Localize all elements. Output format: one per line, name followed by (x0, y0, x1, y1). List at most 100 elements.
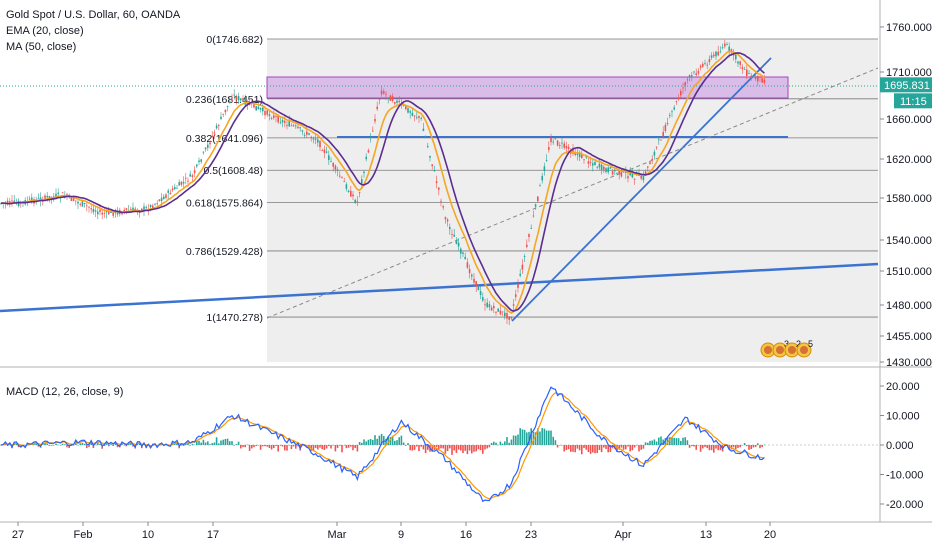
macd-histogram-bar (693, 445, 695, 447)
candle-body (176, 187, 178, 189)
macd-histogram-bar (682, 437, 684, 445)
macd-histogram-bar (464, 445, 466, 451)
macd-histogram-bar (578, 445, 581, 451)
trend-lines[interactable] (0, 57, 879, 322)
macd-histogram-bar (651, 440, 653, 445)
macd-histogram-bar (675, 438, 678, 445)
candle-body (501, 311, 504, 313)
candle-body (457, 242, 460, 247)
candle-body (488, 304, 491, 308)
dashed-trendline[interactable] (266, 67, 879, 319)
macd-histogram-bar (552, 436, 554, 445)
candle-body (440, 200, 442, 202)
macd-histogram-bar (537, 428, 539, 445)
candle-body (741, 67, 744, 70)
candle-body (213, 132, 216, 134)
macd-histogram-bar (763, 444, 766, 446)
macd-histogram-bar (270, 445, 273, 450)
candle-body (215, 125, 218, 129)
macd-histogram-bar (90, 442, 92, 445)
candle-body (471, 274, 473, 277)
candle-body (728, 46, 730, 52)
ma-legend[interactable]: MA (50, close) (6, 41, 77, 53)
time-tick-label: 10 (142, 529, 154, 541)
macd-histogram-bar (64, 444, 66, 445)
macd-histogram-bar (490, 442, 493, 445)
candle-body (46, 195, 48, 198)
macd-histogram-bar (72, 445, 75, 446)
candle-body (376, 106, 378, 110)
macd-histogram-bar (565, 445, 568, 451)
macd-histogram-bar (262, 445, 264, 447)
macd-line (0, 386, 765, 503)
ema-legend[interactable]: EMA (20, close) (6, 25, 84, 37)
candle-body (185, 177, 187, 179)
uptrend-line[interactable] (511, 57, 772, 322)
macd-histogram-bar (394, 440, 396, 445)
macd-legend[interactable]: MACD (12, 26, close, 9) (6, 386, 124, 398)
macd-histogram-bar (627, 445, 629, 447)
candle-body (189, 174, 191, 177)
candle-body (495, 311, 497, 313)
candle-body (306, 131, 308, 135)
macd-histogram-bar (545, 430, 548, 445)
candle-body (77, 201, 79, 204)
candle-body (365, 156, 367, 160)
resistance-zone-box[interactable] (266, 76, 789, 99)
macd-histogram-bar (317, 445, 319, 450)
macd-histogram-bar (55, 443, 57, 445)
candle-body (391, 96, 394, 102)
time-tick-label: 17 (207, 529, 219, 541)
candle-body (534, 204, 537, 207)
candle-body (561, 142, 563, 144)
time-tick-label: Feb (74, 529, 93, 541)
macd-histogram-bar (332, 445, 334, 446)
macd-histogram-bar (229, 441, 231, 445)
candle-body (422, 128, 425, 132)
candle-body (13, 200, 15, 203)
candle-body (631, 172, 634, 178)
candle-body (677, 98, 680, 100)
macd-histogram-bar (512, 435, 515, 445)
candle-body (134, 208, 136, 211)
candle-body (675, 101, 678, 103)
candle-body (618, 170, 620, 175)
macd-histogram-bar (50, 445, 53, 446)
candle-body (688, 75, 691, 78)
long-trendline[interactable] (0, 262, 879, 313)
candle-body (642, 175, 645, 181)
candle-body (739, 61, 741, 65)
candle-body (158, 199, 161, 201)
candle-body (383, 91, 385, 94)
event-badge-count: 3 (784, 339, 789, 349)
candle-body (196, 164, 198, 167)
macd-histogram-bar (130, 442, 132, 445)
macd-histogram-bar (237, 441, 240, 445)
macd-histogram-bar (677, 438, 680, 445)
candle-body (512, 304, 515, 306)
resistance-zone[interactable] (266, 76, 789, 99)
macd-histogram-bar (374, 435, 376, 445)
candle-body (614, 169, 616, 172)
candle-body (174, 187, 176, 190)
candle-body (715, 51, 717, 57)
macd-histogram-bar (240, 445, 242, 449)
candle-body (673, 107, 675, 110)
candle-body (633, 178, 636, 180)
macd-histogram-bar (636, 445, 638, 446)
candle-body (323, 149, 326, 153)
candle-body (389, 95, 392, 101)
candle-body (380, 90, 383, 95)
macd-histogram-bar (640, 445, 642, 450)
candle-body (754, 76, 757, 79)
price-tick-label: 1660.000 (886, 114, 932, 126)
candle-body (484, 304, 486, 306)
candle-body (343, 181, 345, 183)
price-tick-label: 1620.000 (886, 154, 932, 166)
candle-body (451, 234, 453, 236)
candle-body (682, 87, 684, 89)
macd-histogram-bar (218, 443, 220, 445)
macd-histogram-bar (343, 445, 345, 446)
